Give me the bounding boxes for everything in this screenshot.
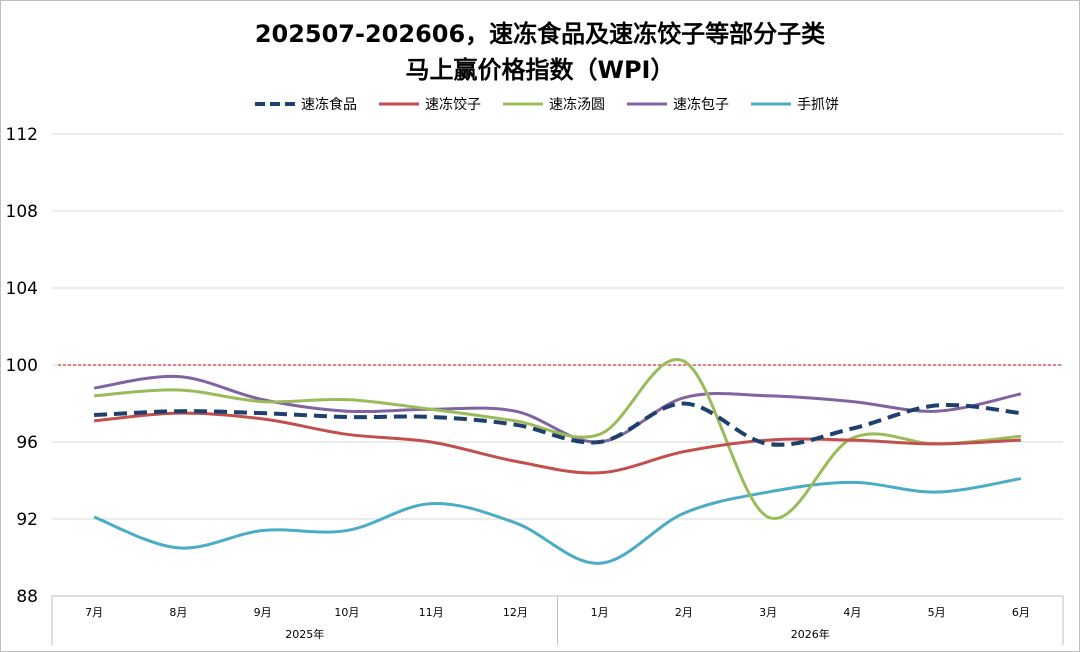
x-tick-label: 8月 <box>169 606 187 619</box>
legend: 速冻食品 速冻饺子 速冻汤圆 速冻包子 手抓饼 <box>255 96 839 113</box>
y-tick-label: 108 <box>6 202 38 222</box>
legend-label: 速冻汤圆 <box>549 96 605 113</box>
x-tick-label: 3月 <box>759 606 777 619</box>
chart-title-line2: 马上赢价格指数（WPI） <box>405 56 675 84</box>
x-tick-label: 11月 <box>419 606 444 619</box>
legend-label: 速冻食品 <box>301 96 357 113</box>
year-label: 2025年 <box>285 627 324 641</box>
series-group <box>93 357 1022 565</box>
series-line-3 <box>94 357 1022 520</box>
x-axis: 7月 8月 9月 10月 11月 12月 1月 2月 3月 4月 5月 6月 2025年 2026年 <box>51 595 1064 645</box>
y-axis: 88 92 96 100 104 108 112 <box>6 125 38 607</box>
y-tick-label: 96 <box>16 433 38 453</box>
y-tick-label: 92 <box>16 510 38 530</box>
y-tick-label: 88 <box>16 587 38 607</box>
x-tick-label: 12月 <box>503 606 528 619</box>
chart-title-line1: 202507-202606，速冻食品及速冻饺子等部分子类 <box>254 20 826 48</box>
legend-label: 手抓饼 <box>797 97 839 113</box>
x-tick-label: 10月 <box>334 606 359 619</box>
x-tick-label: 9月 <box>254 606 272 619</box>
series-line-4 <box>93 374 1022 444</box>
x-tick-label: 1月 <box>591 606 609 619</box>
gridlines <box>52 133 1063 520</box>
legend-label: 速冻包子 <box>673 96 729 113</box>
y-tick-label: 100 <box>6 356 38 376</box>
series-line-5 <box>93 477 1022 565</box>
y-tick-label: 112 <box>6 125 38 145</box>
y-tick-label: 104 <box>6 279 38 299</box>
legend-label: 速冻饺子 <box>425 96 481 113</box>
x-tick-label: 6月 <box>1012 606 1030 619</box>
series-line-1 <box>94 401 1022 447</box>
x-tick-label: 7月 <box>85 606 103 619</box>
x-tick-label: 5月 <box>928 606 946 619</box>
series-line-2 <box>93 411 1021 475</box>
x-tick-label: 2月 <box>675 606 693 619</box>
x-tick-label: 4月 <box>843 606 861 619</box>
year-label: 2026年 <box>791 627 830 641</box>
